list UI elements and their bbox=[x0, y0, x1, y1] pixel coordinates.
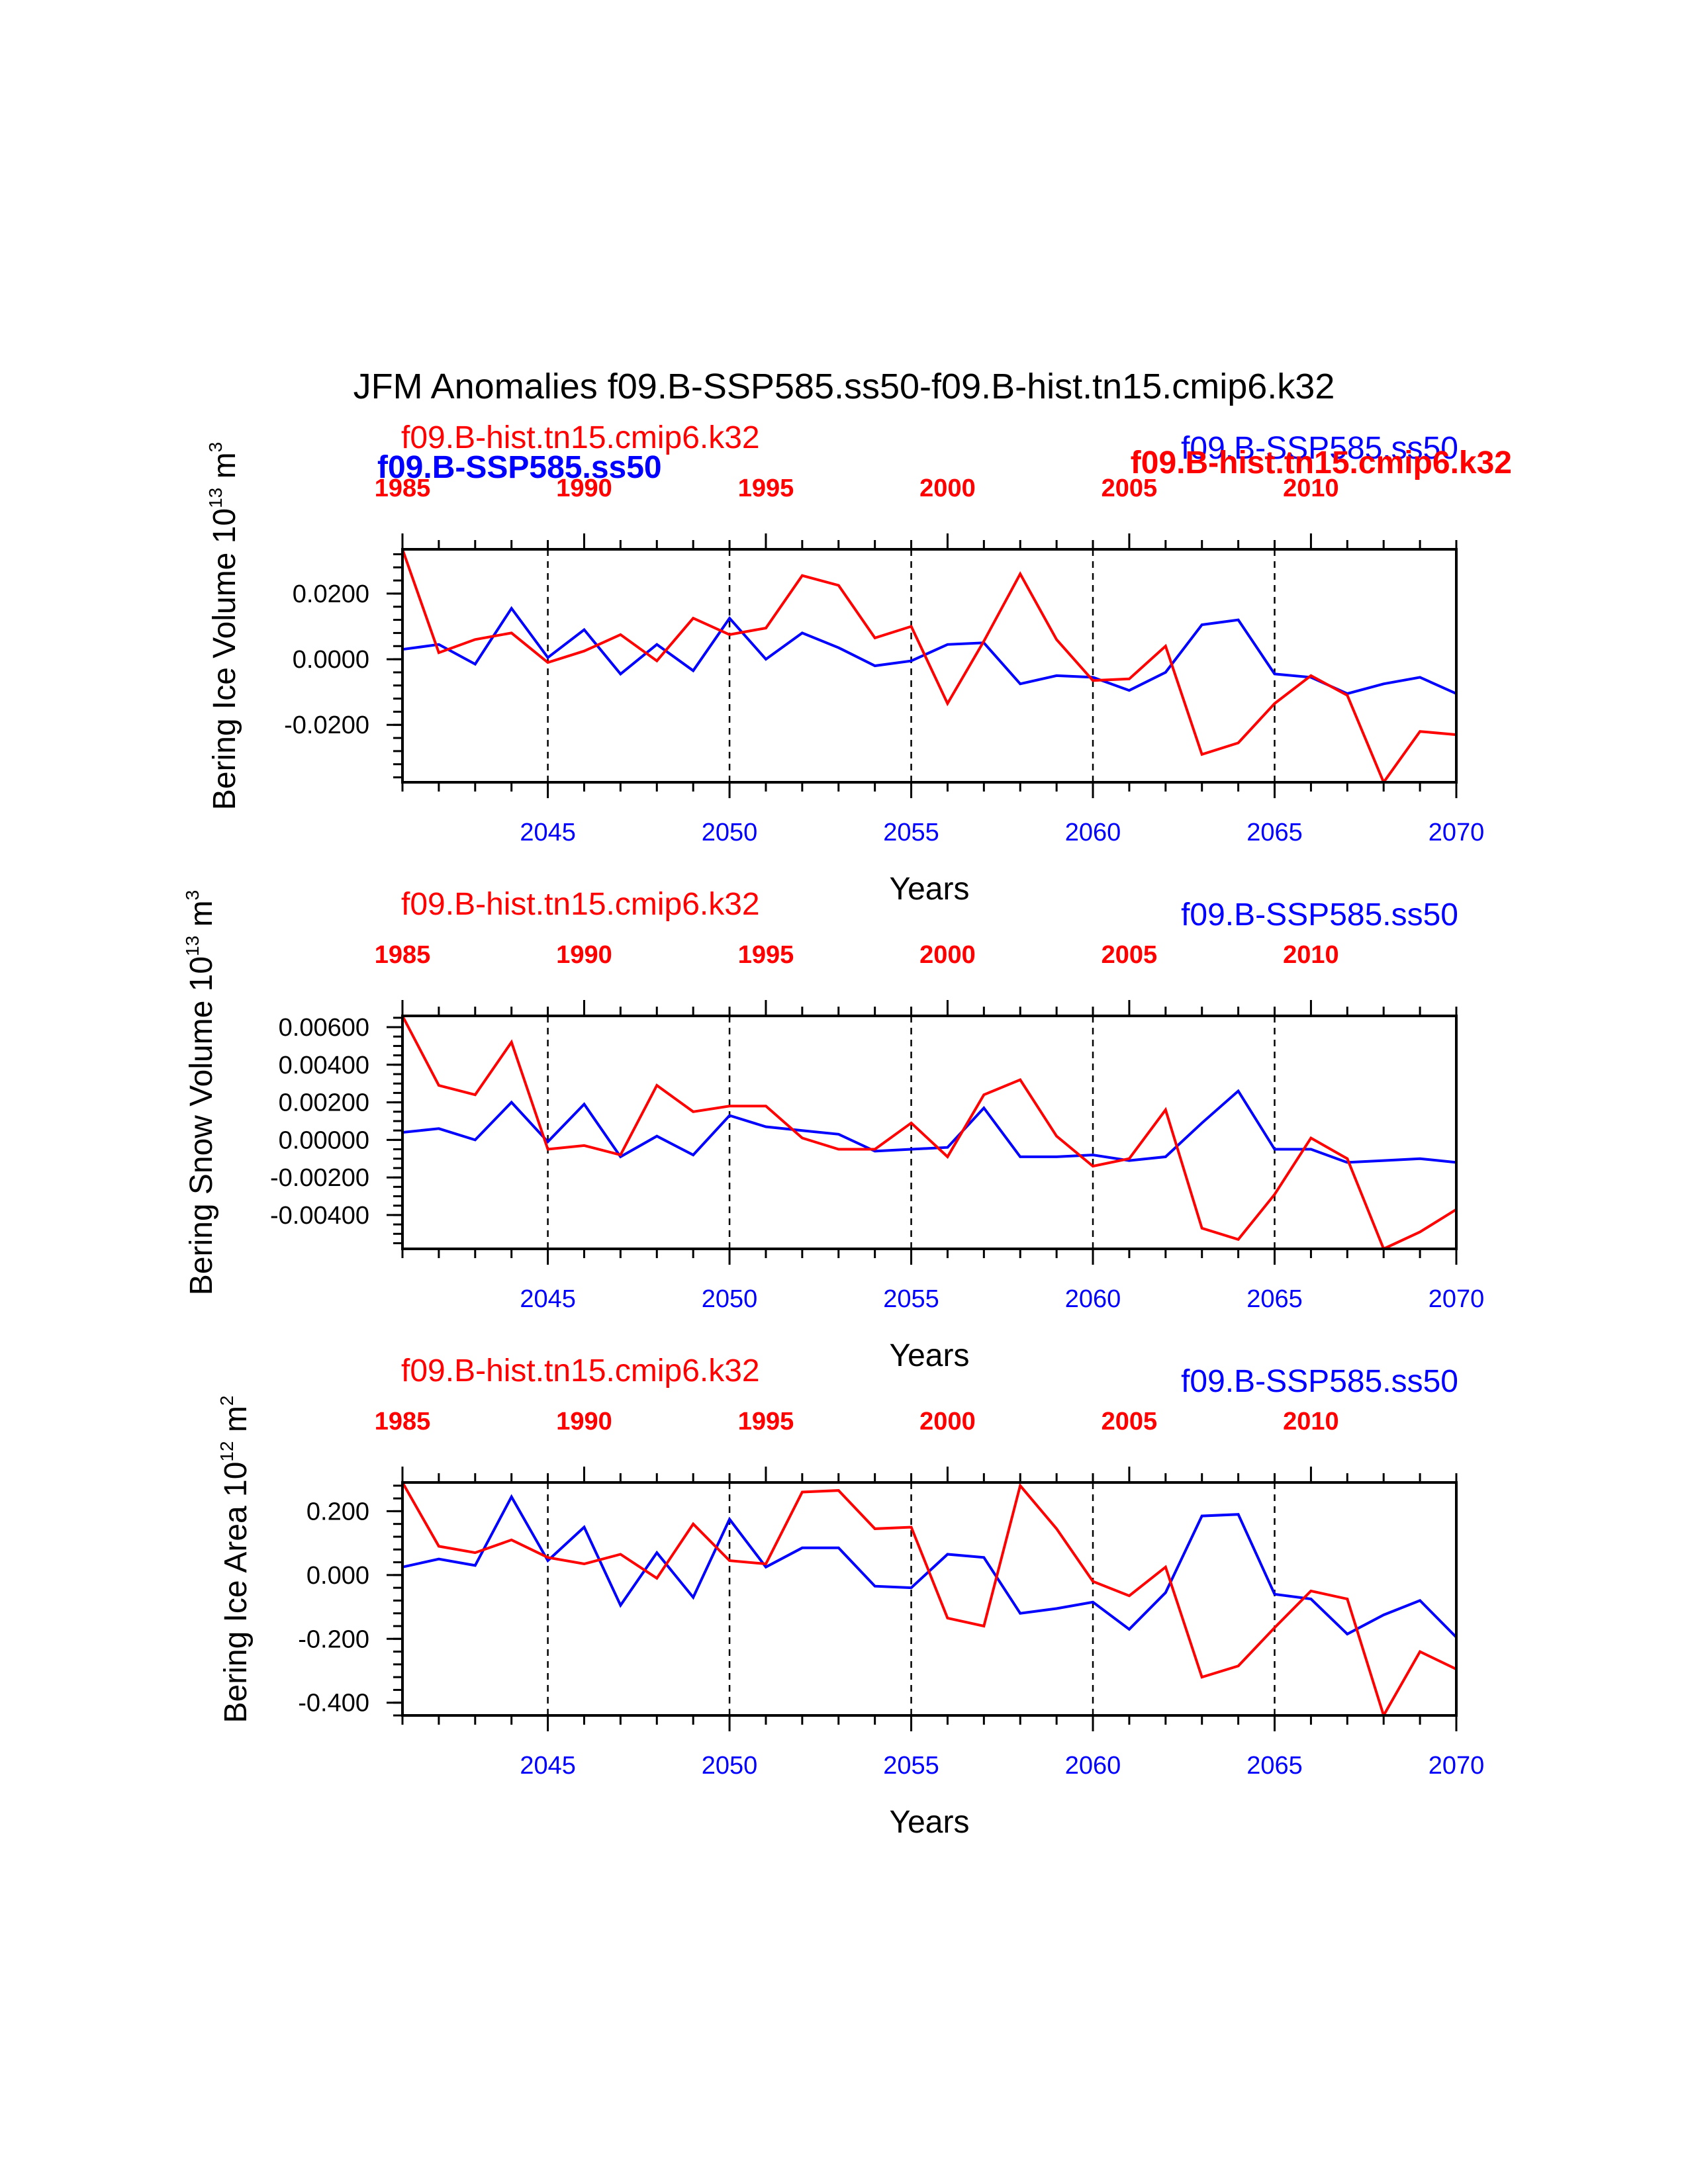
overlay-label-hist: f09.B-hist.tn15.cmip6.k32 bbox=[1131, 445, 1512, 480]
y-axis-label-text: Bering Ice Volume 10 bbox=[207, 508, 242, 810]
x-axis-label: Years bbox=[890, 872, 970, 907]
x-tick-label-bottom: 2055 bbox=[883, 1752, 939, 1780]
x-tick-label-top: 2010 bbox=[1283, 941, 1339, 969]
y-tick-label: 0.0200 bbox=[293, 580, 369, 608]
x-axis-label: Years bbox=[890, 1338, 970, 1373]
y-axis-label: Bering Ice Volume 1013 m3 bbox=[205, 442, 242, 810]
series-line-hist bbox=[401, 549, 1457, 786]
y-tick-label: 0.00400 bbox=[279, 1052, 369, 1079]
panels: 2045 2050 2055 2060 2065 2070 1985 1990 1995 2000… bbox=[182, 420, 1484, 1840]
y-tick-label: 0.00200 bbox=[279, 1089, 369, 1117]
x-tick-label-bottom: 2070 bbox=[1429, 819, 1485, 846]
y-tick-label: -0.200 bbox=[298, 1625, 369, 1653]
y-axis-label-text: Bering Ice Area 10 bbox=[218, 1462, 254, 1723]
series-line-ssp bbox=[402, 606, 1457, 696]
x-tick-label-top: 2005 bbox=[1102, 941, 1158, 969]
x-tick-label-bottom: 2050 bbox=[702, 1285, 758, 1313]
x-tick-label-bottom: 2055 bbox=[883, 1285, 939, 1313]
y-tick-label: 0.00600 bbox=[279, 1014, 369, 1042]
y-tick-label: 0.000 bbox=[306, 1562, 369, 1590]
y-axis-label-exponent: 12 bbox=[216, 1441, 237, 1461]
x-tick-label-top: 2000 bbox=[919, 475, 976, 502]
x-tick-label-top: 2010 bbox=[1283, 475, 1339, 502]
case-label-ssp: f09.B-SSP585.ss50 bbox=[1181, 1364, 1458, 1399]
case-label-hist: f09.B-hist.tn15.cmip6.k32 bbox=[401, 420, 760, 455]
overlay-label-ssp: f09.B-SSP585.ss50 bbox=[377, 450, 662, 485]
y-tick-label: -0.00400 bbox=[270, 1202, 369, 1230]
x-tick-label-top: 1990 bbox=[556, 1408, 612, 1435]
y-tick-label: 0.200 bbox=[306, 1498, 369, 1525]
y-tick-label: -0.00200 bbox=[270, 1164, 369, 1192]
x-tick-label-top: 2005 bbox=[1102, 1408, 1158, 1435]
x-tick-label-top: 2010 bbox=[1283, 1408, 1339, 1435]
x-tick-label-bottom: 2065 bbox=[1246, 819, 1303, 846]
chart-panel-3: 2045 2050 2055 2060 2065 2070 1985 1990 1995 2000… bbox=[216, 1353, 1484, 1840]
plot-frame bbox=[401, 548, 1458, 784]
x-tick-label-top: 1995 bbox=[738, 1408, 794, 1435]
x-tick-label-bottom: 2045 bbox=[520, 1285, 576, 1313]
y-axis-label-unit-exponent: 3 bbox=[182, 890, 203, 901]
y-axis-label-exponent: 13 bbox=[182, 936, 203, 956]
y-axis-label-unit-exponent: 3 bbox=[205, 442, 226, 453]
x-tick-label-top: 2005 bbox=[1102, 475, 1158, 502]
x-tick-label-top: 2000 bbox=[919, 941, 976, 969]
case-label-hist: f09.B-hist.tn15.cmip6.k32 bbox=[401, 887, 760, 922]
x-tick-label-top: 1995 bbox=[738, 941, 794, 969]
chart-panel-2: 2045 2050 2055 2060 2065 2070 1985 1990 1995 2000… bbox=[182, 887, 1484, 1373]
y-tick-label: 0.00000 bbox=[279, 1126, 369, 1154]
series-line-ssp bbox=[402, 1089, 1457, 1164]
x-tick-label-bottom: 2045 bbox=[520, 819, 576, 846]
series-line-hist bbox=[401, 1482, 1457, 1719]
x-tick-label-top: 2000 bbox=[919, 1408, 976, 1435]
x-tick-label-top: 1985 bbox=[375, 941, 431, 969]
plot-frame bbox=[401, 1481, 1458, 1717]
y-axis-label-text: Bering Snow Volume 10 bbox=[184, 956, 219, 1295]
y-tick-label: -0.400 bbox=[298, 1690, 369, 1717]
x-tick-label-top: 1985 bbox=[375, 475, 431, 502]
plot-frame bbox=[401, 1015, 1458, 1250]
x-tick-label-bottom: 2050 bbox=[702, 819, 758, 846]
y-axis-label-exponent: 13 bbox=[205, 488, 226, 508]
y-axis-label-unit: m bbox=[207, 452, 242, 487]
x-tick-label-bottom: 2060 bbox=[1065, 819, 1121, 846]
x-tick-label-bottom: 2065 bbox=[1246, 1285, 1303, 1313]
x-tick-label-top: 1995 bbox=[738, 475, 794, 502]
figure-title: JFM Anomalies f09.B-SSP585.ss50-f09.B-hi… bbox=[353, 367, 1335, 406]
x-tick-label-bottom: 2070 bbox=[1429, 1285, 1485, 1313]
case-label-ssp: f09.B-SSP585.ss50 bbox=[1181, 431, 1458, 466]
y-axis-label-unit-exponent: 2 bbox=[216, 1396, 237, 1406]
chart-panel-1: 2045 2050 2055 2060 2065 2070 1985 1990 1995 2000… bbox=[205, 420, 1484, 907]
x-tick-label-bottom: 2065 bbox=[1246, 1752, 1303, 1780]
x-tick-label-bottom: 2055 bbox=[883, 819, 939, 846]
x-tick-label-bottom: 2050 bbox=[702, 1752, 758, 1780]
x-tick-label-top: 1990 bbox=[556, 475, 612, 502]
y-axis-label: Bering Ice Area 1012 m2 bbox=[216, 1396, 254, 1723]
x-tick-label-top: 1985 bbox=[375, 1408, 431, 1435]
y-axis-label-unit: m bbox=[218, 1406, 254, 1441]
y-tick-label: -0.0200 bbox=[284, 711, 369, 739]
x-tick-label-bottom: 2060 bbox=[1065, 1752, 1121, 1780]
x-axis-label: Years bbox=[890, 1805, 970, 1840]
x-tick-label-bottom: 2060 bbox=[1065, 1285, 1121, 1313]
y-axis-label-unit: m bbox=[184, 900, 219, 935]
x-tick-label-bottom: 2045 bbox=[520, 1752, 576, 1780]
case-label-hist: f09.B-hist.tn15.cmip6.k32 bbox=[401, 1353, 760, 1388]
x-tick-label-bottom: 2070 bbox=[1429, 1752, 1485, 1780]
y-tick-label: 0.0000 bbox=[293, 646, 369, 674]
x-tick-label-top: 1990 bbox=[556, 941, 612, 969]
series-line-hist bbox=[401, 1015, 1458, 1251]
case-label-ssp: f09.B-SSP585.ss50 bbox=[1181, 897, 1458, 933]
y-axis-label: Bering Snow Volume 1013 m3 bbox=[182, 890, 219, 1295]
